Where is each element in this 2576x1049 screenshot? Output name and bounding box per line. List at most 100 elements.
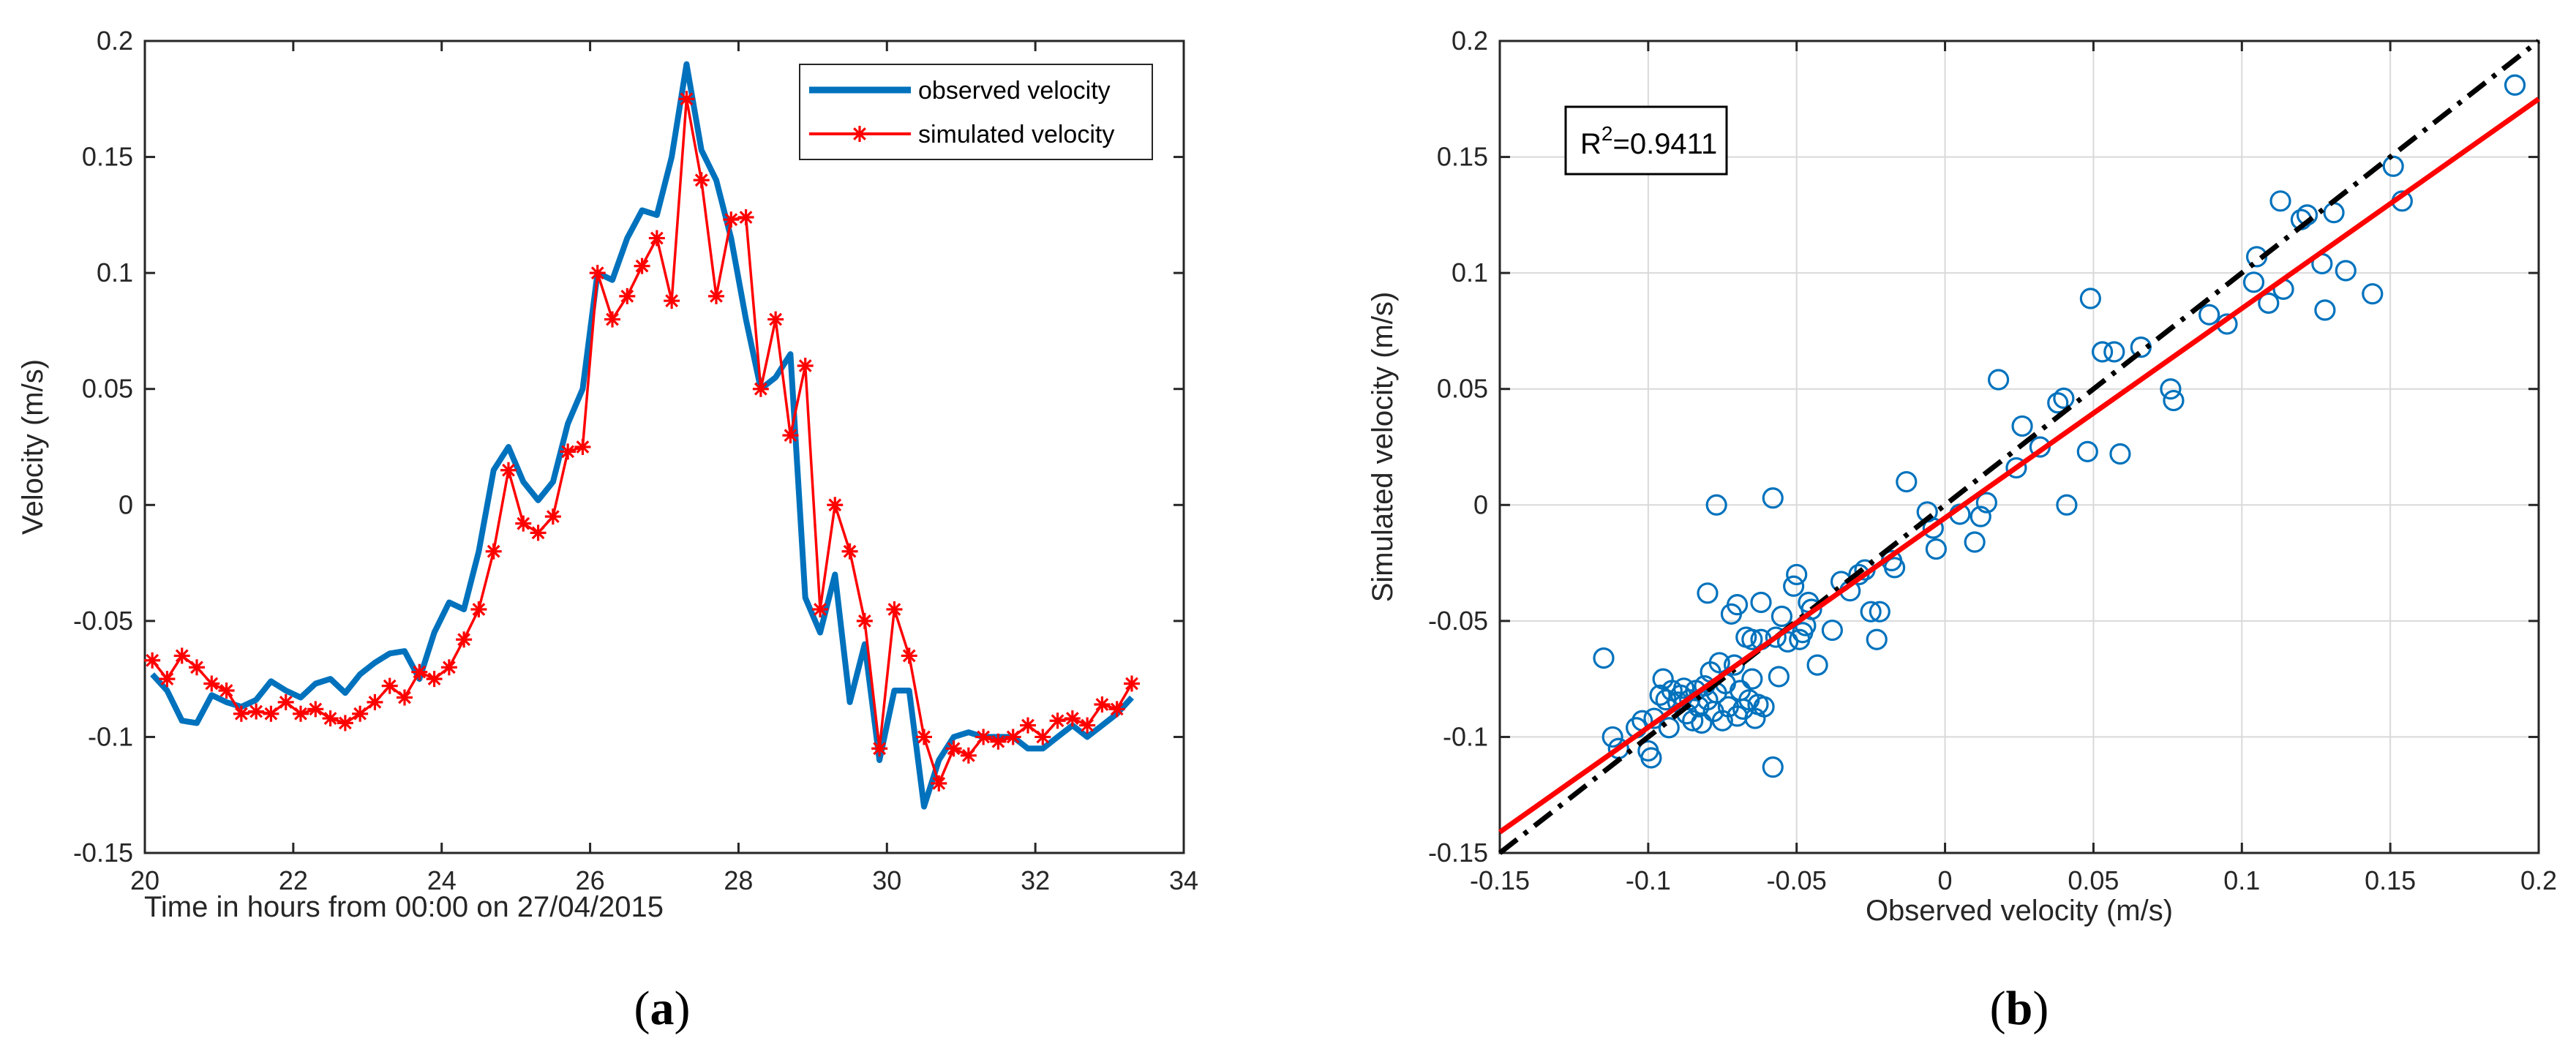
simulated-velocity-marker-stroke — [1095, 698, 1109, 711]
simulated-velocity-marker-stroke — [1006, 730, 1020, 744]
simulated-velocity-marker-stroke — [219, 684, 233, 697]
simulated-velocity-marker — [322, 710, 339, 727]
panel-b-axes-box — [1498, 40, 2540, 854]
simulated-velocity-marker — [159, 671, 176, 688]
panel-a-legend: observed velocity simulated velocity — [799, 64, 1153, 160]
simulated-velocity-marker-stroke — [294, 707, 307, 721]
simulated-velocity-marker — [945, 740, 962, 757]
scatter-point — [1821, 619, 1843, 642]
simulated-velocity-marker-stroke — [710, 289, 723, 303]
simulated-velocity-marker-stroke — [175, 649, 189, 663]
scatter-point — [1770, 605, 1793, 628]
simulated-velocity-marker — [767, 311, 784, 328]
panel-b-x-axis-label: Observed velocity (m/s) — [1866, 895, 2173, 927]
scatter-point — [2382, 155, 2404, 177]
simulated-velocity-marker — [277, 693, 294, 710]
simulated-velocity-marker — [841, 543, 858, 560]
simulated-velocity-marker-stroke — [961, 748, 975, 762]
simulated-velocity-marker-stroke — [798, 359, 812, 372]
panel-b-1-xtick-label: -0.05 — [1767, 865, 1827, 895]
scatter-point — [1975, 492, 1997, 514]
simulated-velocity-marker-stroke — [146, 653, 159, 667]
simulated-velocity-marker-stroke — [368, 695, 382, 709]
scatter-point — [2109, 443, 2131, 465]
panel-b-1-ytick-label: -0.15 — [1428, 838, 1488, 868]
simulated-velocity-marker — [589, 265, 606, 282]
simulated-velocity-marker-stroke — [665, 294, 679, 308]
simulated-velocity-marker — [367, 693, 383, 710]
simulated-velocity-marker — [871, 740, 888, 757]
simulated-velocity-marker — [1094, 696, 1111, 713]
simulated-velocity-marker — [500, 462, 517, 478]
panel-a-0-xtick-label: 34 — [1169, 865, 1198, 895]
simulated-velocity-marker — [203, 675, 220, 692]
scatter-point — [1776, 631, 1799, 653]
scatter-point — [1925, 538, 1947, 560]
simulated-velocity-marker — [173, 647, 190, 664]
scatter-point — [1806, 654, 1828, 676]
simulated-velocity-marker-stroke — [606, 312, 619, 326]
legend-observed-label: observed velocity — [918, 77, 1111, 105]
scatter-point — [2198, 304, 2220, 326]
panel-a-0-xtick-label: 22 — [279, 865, 308, 895]
simulated-velocity-marker-stroke — [309, 702, 323, 716]
panel-b-x-ticks: -0.15 -0.1 -0.05 0 0.05 0.1 0.15 0.2 — [1470, 41, 2557, 895]
simulated-velocity-marker-stroke — [190, 661, 203, 674]
simulated-velocity-marker — [470, 601, 487, 617]
simulated-velocity-marker — [604, 311, 620, 328]
simulated-velocity-marker-stroke — [442, 661, 456, 674]
simulated-velocity-marker — [1049, 713, 1066, 729]
scatter-point — [2092, 341, 2114, 363]
scatter-point — [1649, 684, 1671, 706]
scatter-point — [2047, 392, 2069, 414]
panel-a-0-xtick-label: 24 — [427, 865, 457, 895]
panel-a-x-ticks: 20 22 24 26 28 30 32 34 — [130, 41, 1198, 895]
scatter-point — [2258, 292, 2280, 314]
panel-b-1-ytick-label: 0.05 — [1437, 374, 1488, 404]
simulated-velocity-marker — [440, 659, 457, 676]
r2-text: R2=0.9411 — [1580, 122, 1717, 160]
simulated-velocity-marker — [397, 689, 413, 706]
scatter-point — [1640, 747, 1662, 769]
simulated-velocity-marker — [960, 747, 977, 764]
panel-a-0-ytick-label: -0.15 — [73, 838, 133, 868]
panel-b-y-axis-label: Simulated velocity (m/s) — [1367, 292, 1399, 603]
scatter-point — [1753, 696, 1775, 718]
panel-a-x-axis-label: Time in hours from 00:00 on 27/04/2015 — [144, 891, 664, 923]
simulated-velocity-marker-stroke — [814, 603, 827, 616]
observed-velocity-line — [150, 61, 1134, 810]
panel-a-0-xtick-label: 20 — [130, 865, 159, 895]
simulated-velocity-marker — [1079, 717, 1096, 734]
simulated-velocity-marker — [293, 705, 309, 722]
simulated-velocity-marker-stroke — [472, 603, 486, 616]
scatter-point — [1866, 628, 1888, 650]
legend-star-stroke — [853, 127, 866, 140]
simulated-velocity-marker-stroke — [487, 544, 500, 558]
simulated-velocity-marker-stroke — [1081, 718, 1094, 732]
scatter-point — [1922, 517, 1944, 539]
panel-b-caption-letter: b — [2006, 982, 2033, 1035]
simulated-velocity-marker-stroke — [1051, 714, 1064, 728]
scatter-point — [1762, 487, 1784, 509]
scatter-point — [1593, 647, 1615, 669]
simulated-velocity-marker — [737, 209, 754, 226]
scatter-point — [1711, 710, 1733, 732]
simulated-velocity-marker — [708, 287, 724, 304]
simulated-velocity-marker-stroke — [590, 266, 604, 280]
one-to-one-line — [1498, 39, 2541, 855]
panel-a-0-ytick-label: 0.2 — [97, 26, 133, 56]
simulated-velocity-marker-stroke — [620, 289, 634, 303]
scatter-point — [1682, 710, 1704, 732]
scatter-point — [2053, 387, 2075, 410]
scatter-point — [2011, 415, 2033, 437]
simulated-velocity-marker-stroke — [1021, 718, 1034, 732]
simulated-velocity-marker-stroke — [694, 173, 708, 187]
simulated-velocity-marker-stroke — [205, 677, 219, 691]
simulated-velocity-marker-stroke — [1125, 677, 1138, 691]
simulated-velocity-marker — [648, 230, 665, 247]
scatter-point — [2269, 190, 2291, 212]
scatter-point — [1964, 531, 1986, 553]
simulated-velocity-marker-stroke — [1065, 712, 1079, 725]
